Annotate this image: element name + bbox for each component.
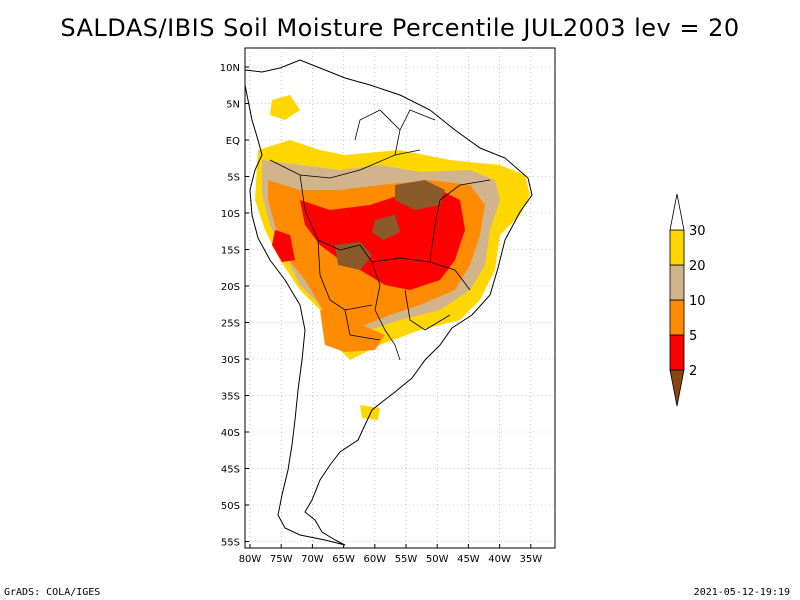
lon-tick-label: 75W [270,554,293,565]
lon-tick-label: 45W [457,554,480,565]
lat-tick-label: 50S [221,501,240,512]
shade-orange-south [320,310,385,352]
lon-tick-label: 70W [301,554,324,565]
lat-tick-label: 10S [221,209,240,220]
map-title: SALDAS/IBIS Soil Moisture Percentile JUL… [60,14,740,42]
map-frame [244,47,556,549]
colorbar-label: 20 [689,259,706,274]
shade-red [300,190,465,290]
lat-tick-label: 20S [221,282,240,293]
lat-tick-label: 5S [227,173,240,184]
lat-tick-label: 15S [221,246,240,257]
lon-tick-label: 80W [239,554,262,565]
colorbar-swatch-highest [669,193,685,231]
lat-tick-label: 35S [221,392,240,403]
shade-yellow-patch [270,95,300,120]
lat-tick-label: EQ [226,136,240,147]
shade-brown-3 [372,215,400,240]
lat-tick-label: 5N [226,100,240,111]
colorbar-label: 2 [689,364,697,379]
shade-brown-1 [395,180,445,210]
colorbar-label: 5 [689,329,697,344]
colorbar: 2 5 10 20 30 [669,193,706,407]
colorbar-swatch [669,229,685,266]
footer-timestamp: 2021-05-12-19:19 [693,587,790,598]
lon-tick-label: 35W [519,554,542,565]
lat-tick-label: 40S [221,428,240,439]
continent-outline [244,59,533,546]
graticule [245,48,555,548]
lat-tick-label: 30S [221,355,240,366]
lon-tick-label: 55W [395,554,418,565]
colorbar-label: 30 [689,224,706,239]
lon-tick-label: 40W [488,554,511,565]
colorbar-label: 10 [689,294,706,309]
footer-credit: GrADS: COLA/IGES [4,587,101,598]
shade-red-west [272,230,295,262]
lat-tick-label: 10N [220,63,240,74]
colorbar-swatch [669,299,685,336]
lat-tick-label: 45S [221,465,240,476]
country-borders [269,109,491,361]
lon-tick-label: 50W [426,554,449,565]
colorbar-swatch-lowest [669,369,685,407]
moisture-shading [255,95,530,420]
lon-tick-label: 60W [363,554,386,565]
colorbar-swatch [669,264,685,301]
lon-tick-label: 65W [332,554,355,565]
lat-tick-label: 55S [221,538,240,549]
colorbar-swatch [669,334,685,371]
shade-yellow-south [360,405,380,420]
lat-tick-label: 25S [221,319,240,330]
